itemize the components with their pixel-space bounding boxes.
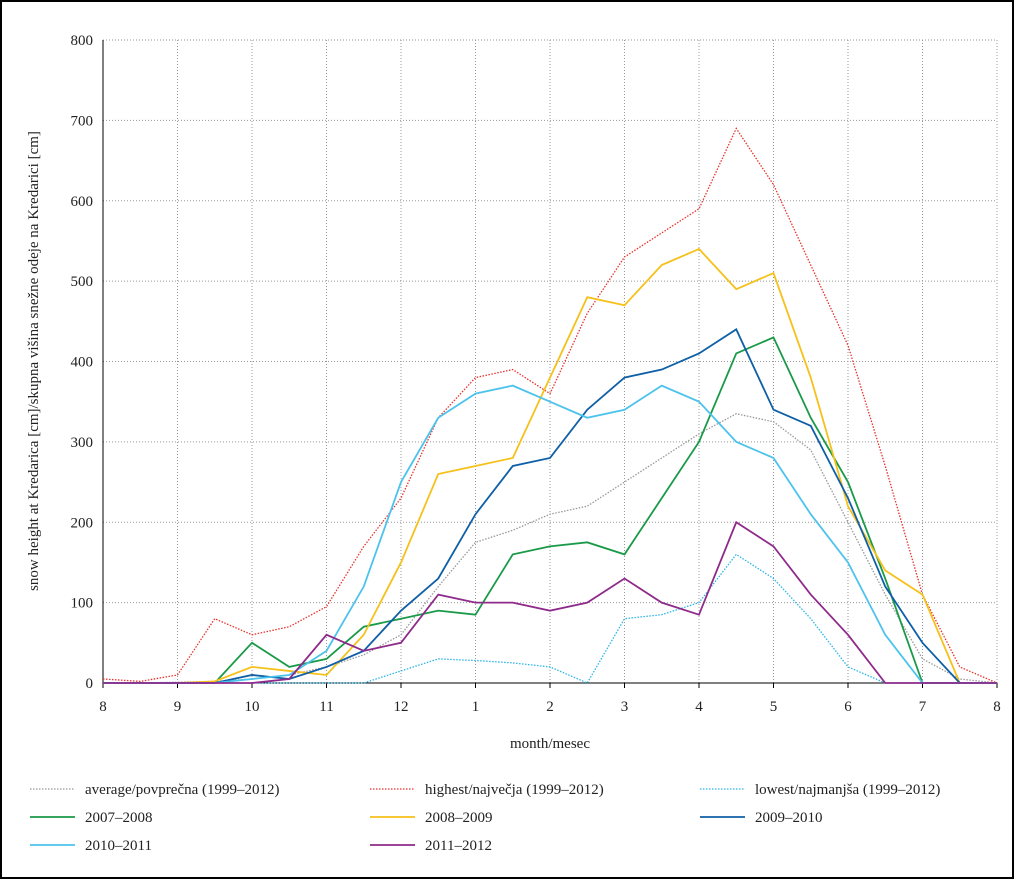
y-tick-label: 800 xyxy=(71,33,94,49)
y-axis-label: snow height at Kredarica [cm]/skupna viš… xyxy=(26,131,42,591)
x-tick-label: 7 xyxy=(919,699,927,715)
legend-label: average/povprečna (1999–2012) xyxy=(85,782,280,798)
legend-label: highest/največja (1999–2012) xyxy=(425,782,604,798)
series-line xyxy=(103,247,997,684)
legend-label: lowest/najmanjša (1999–2012) xyxy=(755,782,940,798)
x-tick-label: 5 xyxy=(770,699,778,715)
x-tick-label: 3 xyxy=(621,699,629,715)
series-line xyxy=(103,336,997,684)
series-line xyxy=(102,127,998,684)
x-tick-label: 2 xyxy=(546,699,554,715)
y-tick-label: 0 xyxy=(86,676,94,692)
legend-label: 2010–2011 xyxy=(85,838,152,854)
y-tick-label: 500 xyxy=(71,274,94,290)
x-tick-label: 8 xyxy=(99,699,107,715)
y-tick-label: 300 xyxy=(71,435,94,451)
legend-label: 2009–2010 xyxy=(755,810,823,826)
x-tick-label: 11 xyxy=(319,699,333,715)
y-tick-label: 600 xyxy=(71,194,94,210)
y-tick-label: 700 xyxy=(71,113,94,129)
x-tick-label: 12 xyxy=(394,699,409,715)
x-tick-label: 9 xyxy=(174,699,182,715)
series-line xyxy=(103,384,997,684)
legend-label: 2011–2012 xyxy=(425,838,492,854)
x-axis-label: month/mesec xyxy=(510,736,590,752)
x-tick-label: 8 xyxy=(993,699,1001,715)
x-tick-label: 1 xyxy=(472,699,480,715)
y-tick-label: 100 xyxy=(71,596,94,612)
series-line xyxy=(103,553,997,684)
series-line xyxy=(103,413,998,684)
x-tick-label: 10 xyxy=(245,699,260,715)
series-line xyxy=(103,520,997,684)
legend-label: 2007–2008 xyxy=(85,810,153,826)
legend-label: 2008–2009 xyxy=(425,810,493,826)
y-tick-label: 200 xyxy=(71,515,94,531)
x-tick-label: 6 xyxy=(844,699,852,715)
series-line xyxy=(103,328,997,684)
x-tick-label: 4 xyxy=(695,699,703,715)
y-tick-label: 400 xyxy=(71,355,94,371)
